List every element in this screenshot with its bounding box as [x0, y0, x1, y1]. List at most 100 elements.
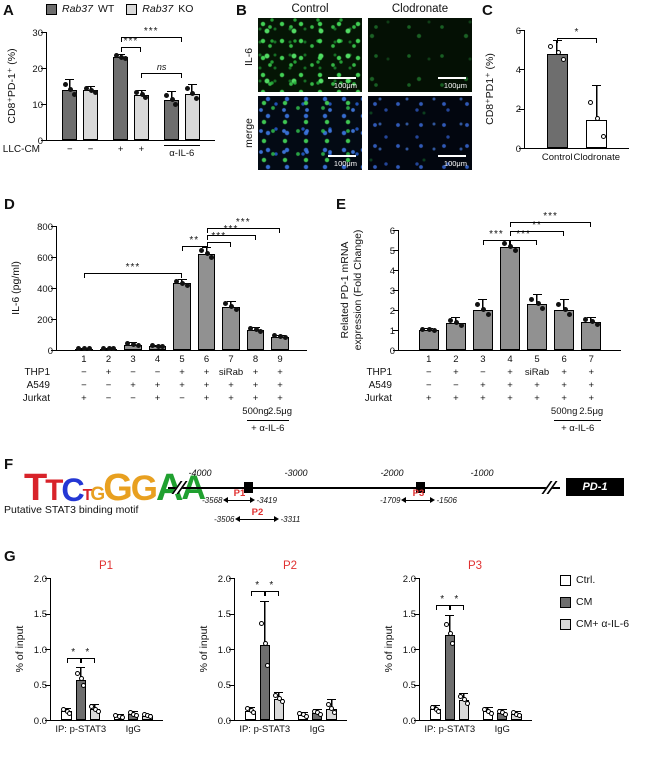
x-cell: 2 — [453, 354, 459, 365]
x-row-label: LLC-CM — [2, 144, 40, 155]
data-point — [174, 278, 180, 284]
y-axis-tick: 6 — [390, 226, 399, 237]
x-group-line — [246, 420, 289, 421]
significance-label: * — [454, 593, 460, 605]
x-cell: − — [105, 393, 112, 404]
data-point — [303, 713, 309, 719]
x-row-label: A549 — [26, 380, 50, 391]
data-point — [155, 343, 161, 349]
x-cell: 500ng — [550, 406, 578, 417]
x-cell: + — [507, 393, 513, 404]
bar — [83, 90, 98, 140]
y-tick-label: 10 — [32, 99, 43, 111]
y-tick-label: 0.5 — [402, 680, 416, 691]
x-cell: + — [277, 393, 283, 404]
x-cell: 5 — [534, 354, 540, 365]
logo-letter: T — [45, 473, 63, 507]
x-cell: 1 — [426, 354, 432, 365]
error-bar — [326, 699, 336, 710]
legend-gene-ko: Rab37 — [142, 3, 174, 15]
bar — [133, 95, 149, 140]
x-cell: + — [203, 367, 210, 378]
plot-area: 0.0 0.5 1.0 1.5 2.0 * * IP: p-STAT3 IgG — [218, 574, 347, 735]
double-arrow-icon: P1 — [223, 488, 256, 503]
error-bar — [202, 246, 211, 255]
data-point — [561, 57, 567, 63]
column-header-control: Control — [291, 3, 329, 15]
y-tick-label: 5 — [389, 245, 395, 257]
logo-letter: G — [130, 468, 158, 508]
legend-label-cm: CM — [576, 596, 593, 608]
primer-p1-label: P1 — [233, 487, 246, 499]
y-axis-tick: 0 — [516, 144, 525, 155]
significance-label: ** — [532, 220, 542, 231]
error-bar — [559, 299, 569, 311]
panel-label-b: B — [236, 2, 247, 19]
significance-label: * — [269, 579, 275, 591]
row-label-il6: IL-6 — [243, 47, 255, 67]
x-cell: + — [561, 393, 567, 404]
x-group-line — [554, 420, 601, 421]
x-cell: + — [228, 393, 234, 404]
x-cell: + — [453, 367, 459, 378]
data-point — [259, 620, 265, 626]
panel-label-a: A — [3, 2, 14, 19]
data-point — [113, 52, 119, 58]
significance-label: *** — [125, 262, 141, 274]
chip-chart-p3: P3 % of input 0.0 0.5 1.0 1.5 2.0 * * IP: p-STA… — [377, 556, 555, 760]
x-cell: + — [179, 367, 185, 378]
y-tick-label: 800 — [37, 221, 53, 233]
y-axis-tick: 4 — [516, 65, 525, 76]
x-row-label: Jurkat — [364, 393, 392, 404]
x-cell: + — [534, 393, 540, 404]
x-group-label: + α-IL-6 — [251, 423, 285, 434]
x-cell: 2 — [105, 354, 112, 365]
significance-label: * — [574, 26, 580, 38]
x-cell: + — [179, 380, 185, 391]
y-axis-tick: 30 — [32, 28, 47, 39]
x-cell: + — [252, 393, 259, 404]
error-bar — [166, 91, 176, 102]
primer-p3-to: -1506 — [436, 496, 457, 505]
significance-bracket: *** — [482, 229, 510, 245]
y-tick-label: 0.5 — [33, 680, 47, 691]
legend-swatch-wt — [46, 3, 57, 15]
plot-area: 0 10 20 30 *** *** ns LLC-CM − − + + α-IL-6 — [3, 26, 215, 159]
position-tick: -2000 — [380, 468, 404, 478]
panel-c-chart: CD8⁺PD1⁺ (%) 0 2 4 6 * Control Clodronate — [478, 10, 657, 190]
y-tick-label: 20 — [32, 63, 43, 75]
y-tick-label: 400 — [37, 283, 53, 295]
significance-bracket: * — [557, 27, 597, 43]
y-axis-tick: 800 — [37, 222, 57, 233]
legend-suffix-wt: WT — [97, 3, 115, 15]
error-bar — [459, 693, 469, 702]
error-bar — [478, 299, 488, 311]
legend-label-ctrl: Ctrl. — [576, 574, 596, 586]
x-cell: + — [425, 393, 432, 404]
y-axis-tick: 2.0 — [34, 574, 51, 585]
data-point — [149, 342, 155, 348]
data-point — [276, 695, 282, 701]
legend-item-wt: Rab37 WT — [46, 3, 114, 15]
x-group-label: IP: p-STAT3 — [424, 724, 476, 735]
x-cell: + — [117, 144, 124, 155]
y-axis-tick: 2.0 — [403, 574, 420, 585]
y-axis-tick: 0.5 — [218, 680, 235, 691]
data-point — [83, 85, 89, 91]
x-cell: + — [534, 380, 540, 391]
y-tick-label: 1.5 — [402, 609, 416, 620]
data-point — [134, 89, 140, 95]
significance-bracket: * — [264, 580, 279, 596]
bar — [500, 247, 520, 350]
y-tick-label: 3 — [389, 285, 395, 297]
logo-letter: T — [24, 466, 47, 509]
data-point — [454, 320, 460, 326]
data-point — [180, 280, 186, 286]
plot-area: 0.0 0.5 1.0 1.5 2.0 * * IP: p-STAT3 IgG — [403, 574, 532, 735]
data-point — [447, 317, 453, 323]
error-bar — [445, 614, 455, 636]
column-header-clodronate: Clodronate — [391, 3, 449, 15]
data-point — [143, 94, 149, 100]
significance-bracket: * — [449, 594, 464, 610]
x-group-label: IgG — [125, 724, 141, 735]
